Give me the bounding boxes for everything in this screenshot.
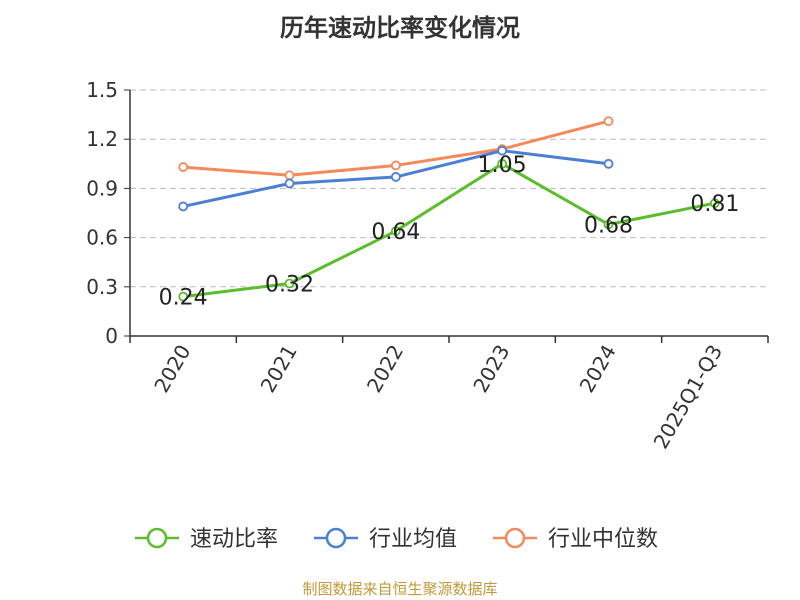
data-point	[390, 226, 401, 236]
legend-marker	[146, 527, 168, 549]
data-label: 0.68	[584, 213, 633, 238]
chart-title: 历年速动比率变化情况	[280, 14, 520, 42]
legend-label: 行业均值	[369, 527, 457, 552]
data-point	[284, 178, 295, 189]
x-tick-label: 2023	[468, 340, 514, 396]
data-point	[603, 219, 614, 230]
data-point	[284, 278, 295, 289]
y-tick-label: 0.6	[86, 226, 118, 250]
legend-marker	[325, 527, 347, 549]
data-point	[709, 198, 720, 209]
data-point	[178, 162, 189, 172]
source-note: 制图数据来自恒生聚源数据库	[302, 580, 498, 598]
data-point	[390, 160, 401, 171]
data-label: 0.64	[371, 220, 420, 245]
x-tick-label: 2022	[362, 341, 408, 397]
data-point	[497, 145, 508, 156]
data-point	[497, 158, 508, 169]
data-point	[284, 170, 295, 181]
data-label: 1.05	[478, 153, 527, 178]
y-tick-label: 1.2	[86, 127, 118, 151]
data-label: 0.24	[159, 286, 208, 311]
y-tick-label: 0.9	[86, 176, 118, 200]
data-point	[178, 201, 189, 212]
data-point	[390, 172, 401, 182]
data-point	[603, 116, 614, 127]
x-tick-label: 2021	[256, 341, 302, 397]
x-tick-label: 2020	[149, 341, 195, 397]
y-tick-label: 1.5	[86, 78, 118, 102]
y-tick-label: 0.3	[86, 275, 118, 299]
data-point	[603, 158, 614, 169]
legend-label: 速动比率	[190, 527, 278, 552]
x-tick-label: 2025Q1-Q3	[648, 341, 727, 453]
legend-marker	[504, 527, 526, 549]
x-tick-label: 2024	[575, 341, 621, 397]
y-tick-label: 0	[105, 324, 118, 348]
data-label: 0.32	[265, 273, 314, 298]
series-line-1	[182, 162, 716, 299]
data-label: 0.81	[690, 192, 739, 217]
data-point	[178, 291, 189, 302]
legend-label: 行业中位数	[548, 527, 658, 552]
